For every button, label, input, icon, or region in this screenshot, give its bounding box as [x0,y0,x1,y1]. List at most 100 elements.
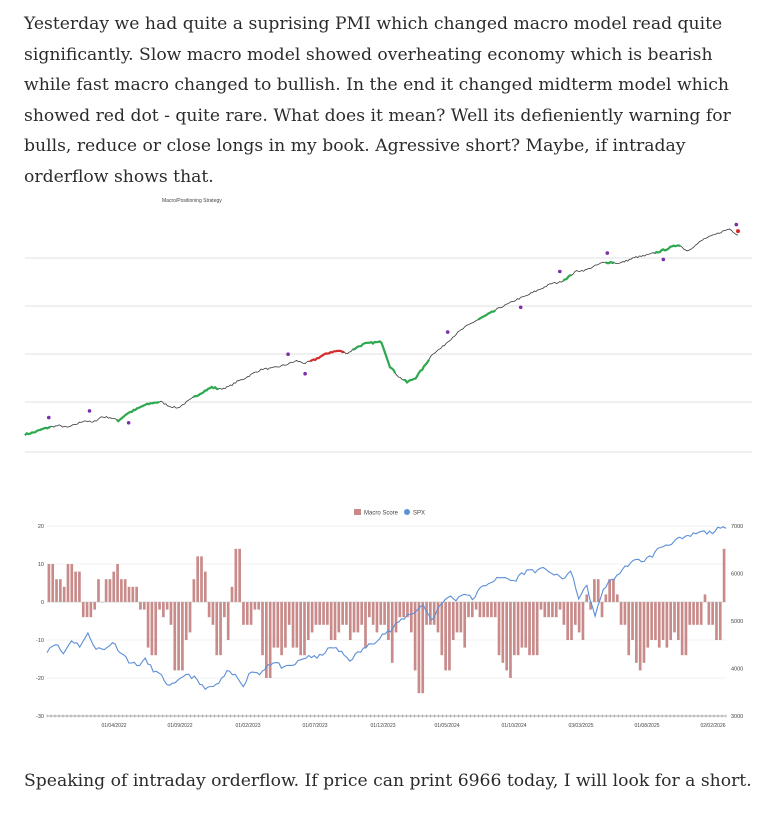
macro-score-bar [62,586,66,602]
macro-score-bar [532,602,535,656]
macro-score-bar [467,602,470,618]
regime-segment-bull [477,309,496,321]
macro-score-bar [303,602,306,656]
macro-score-bar [657,602,661,648]
x-tick-label: 01/04/2022 [101,723,126,729]
macro-score-bar [470,602,474,618]
macro-score-bar [615,594,619,602]
macro-score-bar [425,602,428,625]
outro-paragraph: Speaking of intraday orderflow. If price… [24,771,752,791]
macro-score-bar [604,594,608,602]
x-tick-label: 01/08/2025 [634,723,659,729]
macro-score-bar [261,602,264,656]
macro-score-bar [684,602,688,656]
macro-score-bar [573,602,577,625]
x-tick-label: 01/12/2023 [370,723,395,729]
macro-score-bar [676,602,680,640]
legend-label-macro-score: Macro Score [364,511,399,517]
macro-score-bar [120,579,123,602]
macro-score-bar [287,602,291,625]
macro-score-bar [131,586,135,602]
macro-score-bar [51,564,55,602]
signal-marker [558,269,562,274]
macro-score-bar [280,602,283,656]
macro-score-bar [306,602,310,640]
macro-score-bar [299,602,303,656]
x-tick-label: 01/10/2024 [501,723,526,729]
right-tick-label: 7000 [731,524,743,530]
x-tick-label: 03/03/2025 [568,723,593,729]
right-tick-label: 5000 [731,619,743,625]
right-tick-label: 6000 [731,572,743,578]
macro-score-bar [512,602,516,656]
macro-score-bar [85,602,89,618]
macro-score-bar [635,602,638,663]
macro-score-bar [421,602,425,694]
macro-score-bar [74,571,77,602]
macro-score-bar [696,602,699,625]
right-tick-label: 4000 [731,667,743,673]
macro-score-bar [444,602,447,671]
macro-score-bar [177,602,180,671]
macro-score-bar [314,602,318,625]
macro-score-bar [139,602,142,610]
macro-score-bar [108,579,112,602]
macro-score-bar [600,602,604,618]
macro-score-bar [581,602,585,640]
regime-segment-bull [654,244,681,255]
macro-score-bar [341,602,344,625]
final-signal-marker [736,229,740,234]
macro-score-bar [112,571,116,602]
macro-score-bar [562,602,566,625]
macro-score-bar [688,602,692,625]
macro-score-bar [554,602,558,618]
regime-segment-bear [309,349,345,363]
x-axis: 01/04/2022 01/09/2022 01/02/2023 01/07/2023… [46,714,727,729]
macro-score-bar [169,602,173,625]
regime-segment-bull [562,274,572,282]
macro-score-bar [226,602,230,640]
legend-swatch-macro-score [354,509,361,515]
x-tick-label: 02/02/2026 [700,723,725,729]
regime-segment-bull [352,340,397,374]
macro-score-bar [66,564,70,602]
macro-positioning-chart: Macro/Positioning Strategy [24,198,752,453]
macro-score-bar [379,602,383,625]
macro-score-bar [158,602,161,610]
macro-score-bar [631,602,634,640]
macro-score-bar [551,602,554,618]
macro-score-bar [154,602,158,656]
macro-score-bar [215,602,219,656]
macro-score-bar [162,602,165,618]
macro-score-bar [284,602,287,648]
regime-segment-bull [24,425,52,437]
macro-score-bar [642,602,646,663]
macro-score-bar [135,586,138,602]
macro-score-bar [93,602,97,610]
macro-score-bar [318,602,322,625]
x-tick-label: 01/02/2023 [235,723,260,729]
macro-score-bar [245,602,249,625]
macro-score-bar [478,602,482,618]
macro-score-bar [364,602,367,648]
macro-score-bar [547,602,550,618]
macro-score-bar [253,602,257,610]
macro-score-bar [207,602,211,618]
signal-marker [47,415,51,420]
macro-score-bar [200,556,203,602]
signal-markers [47,222,740,425]
macro-score-bar [291,602,295,648]
macro-score-bar [516,602,520,656]
macro-score-bar [47,564,51,602]
macro-score-bar [181,602,184,671]
right-axis-ticks: 3000 4000 5000 6000 7000 [731,524,743,720]
macro-score-bar [474,602,478,610]
macro-score-bar [501,602,505,663]
macro-score-bar [223,602,226,618]
macro-score-bar [150,602,154,656]
macro-score-bar [585,594,589,602]
macro-score-bar [356,602,360,633]
macro-score-bar [524,602,528,648]
macro-score-bars [47,548,726,694]
macro-score-bar [368,602,371,618]
